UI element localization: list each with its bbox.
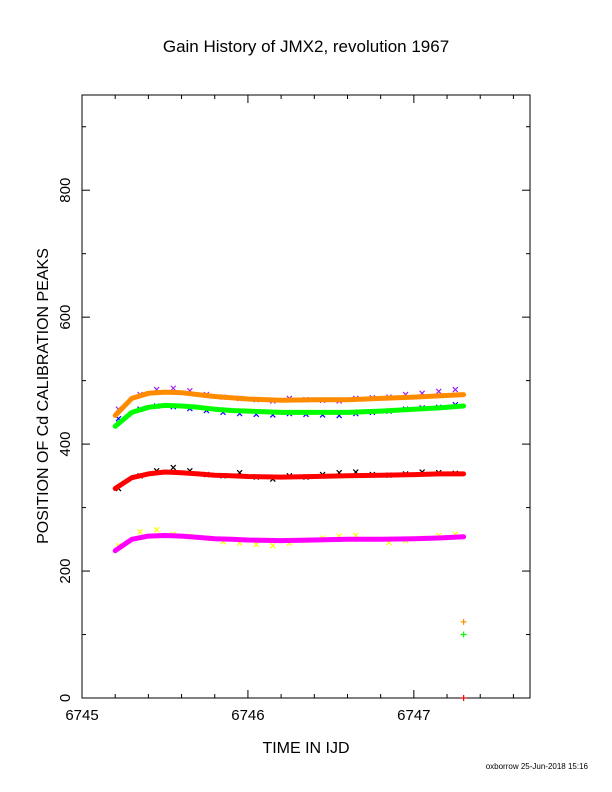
series-line-6: [112, 469, 467, 491]
x-axis-label: TIME IN IJD: [262, 740, 349, 757]
reference-marker: [460, 631, 467, 638]
data-point: [269, 542, 276, 549]
x-tick-label: 6745: [65, 707, 98, 724]
reference-marker: [460, 618, 467, 625]
y-axis-label: POSITION OF Cd CALIBRATION PEAKS: [35, 248, 52, 544]
data-point: [170, 464, 177, 471]
y-tick-label: 0: [57, 694, 74, 702]
series-line-4: [112, 389, 467, 418]
x-tick-label: 6747: [397, 707, 430, 724]
reference-marker: [460, 695, 467, 701]
credit-text: oxborrow 25-Jun-2018 15:16: [486, 762, 589, 771]
series-line-7: [112, 533, 467, 554]
axis-ticks: [81, 95, 530, 699]
y-tick-label: 800: [57, 178, 74, 203]
data-point: [435, 388, 442, 395]
data-point: [452, 386, 459, 393]
chart-title: Gain History of JMX2, revolution 1967: [163, 37, 449, 56]
x-tick-label: 6746: [231, 707, 264, 724]
y-tick-label: 200: [57, 559, 74, 584]
data-point: [137, 528, 143, 535]
axis-tick-labels: 6745 6746 6747 0 200 400 600 800: [57, 178, 431, 724]
data-marks: [112, 385, 467, 701]
series-line-5: [112, 402, 467, 429]
data-point: [153, 526, 160, 533]
y-tick-label: 400: [57, 432, 74, 457]
data-point: [253, 541, 260, 548]
plot-frame: [81, 94, 531, 699]
y-tick-label: 600: [57, 305, 74, 330]
